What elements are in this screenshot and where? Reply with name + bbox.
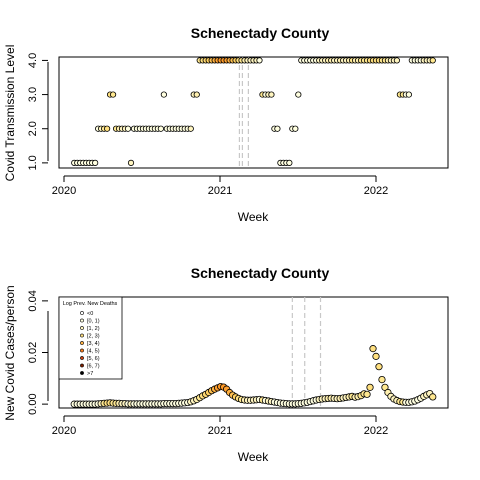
point-top: [268, 91, 275, 98]
point-top: [124, 125, 132, 132]
point-top: [109, 91, 117, 98]
legend-swatch: [80, 318, 84, 323]
point-bottom: [429, 393, 437, 401]
point-top: [187, 125, 194, 132]
point-top: [393, 57, 401, 64]
x-axis-top: 2020 2021 2022: [52, 175, 388, 197]
legend-title: Log Prev. New Deaths: [63, 301, 118, 307]
legend-label: [4, 5): [87, 349, 100, 355]
x-tick-label-top: 2020: [52, 185, 76, 197]
x-tick-label-top: 2021: [208, 185, 232, 197]
x-tick-label-top: 2022: [364, 185, 388, 197]
y-tick-label-bottom: 0.00: [27, 393, 39, 414]
reference-lines-top: [238, 57, 249, 168]
point-bottom: [372, 352, 380, 360]
point-top: [193, 91, 200, 98]
legend-swatch: [80, 356, 84, 360]
y-axis-label-bottom: New Covid Cases/person: [3, 285, 17, 420]
legend-swatch: [80, 333, 84, 338]
point-top: [274, 125, 281, 132]
point-top: [286, 159, 293, 166]
y-axis-bottom: 0.00 0.02 0.04: [27, 290, 49, 415]
point-top: [160, 91, 167, 98]
x-tick-label-bottom: 2021: [208, 425, 232, 437]
y-tick-label-bottom: 0.04: [27, 290, 39, 311]
point-top: [92, 159, 99, 166]
point-top: [405, 91, 412, 98]
y-tick-label-top: 2.0: [27, 121, 39, 136]
legend: Log Prev. New Deaths <0 [0, 1)[1, 2) [2, 3…: [58, 296, 123, 380]
legend-box: [58, 296, 123, 380]
reference-lines-bottom: [291, 297, 322, 408]
legend-label: [6, 7): [87, 364, 100, 370]
data-points-top: [71, 57, 436, 166]
legend-swatch: [80, 311, 84, 315]
transmission-chart: Schenectady County 1.0 2.0 3.0 4.0 2020 …: [3, 25, 449, 224]
y-axis-top: 1.0 2.0 3.0 4.0: [27, 53, 49, 171]
y-tick-label-top: 1.0: [27, 155, 39, 170]
legend-label: [5, 6): [87, 356, 100, 362]
legend-label: [2, 3): [87, 334, 100, 340]
legend-swatch: [80, 348, 84, 353]
point-top: [104, 125, 111, 132]
legend-swatch: [80, 363, 84, 368]
x-tick-label-bottom: 2020: [52, 425, 76, 437]
chart-title-top: Schenectady County: [191, 25, 330, 41]
y-axis-label-top: Covid Transmission Level: [3, 45, 17, 182]
cases-chart: Schenectady County Log Prev. New Deaths …: [3, 265, 449, 464]
chart-title-bottom: Schenectady County: [191, 265, 330, 281]
data-points-bottom: [70, 345, 437, 408]
x-tick-label-bottom: 2022: [364, 425, 388, 437]
legend-label: [0, 1): [87, 319, 100, 325]
point-top: [295, 91, 302, 98]
x-axis-label-top: Week: [238, 210, 269, 224]
legend-label: [1, 2): [87, 326, 100, 332]
plot-frame-top: [58, 56, 449, 169]
y-tick-label-top: 4.0: [27, 53, 39, 68]
point-top: [429, 57, 436, 64]
point-bottom: [375, 363, 383, 371]
legend-swatch: [80, 341, 84, 345]
legend-label: <0: [87, 311, 93, 317]
legend-swatch: [80, 371, 84, 375]
point-bottom: [369, 345, 377, 353]
legend-entries: <0 [0, 1)[1, 2) [2, 3)[3, 4) [4, 5)[5, 6) [6…: [80, 311, 100, 377]
point-top: [292, 125, 299, 132]
x-axis-bottom: 2020 2021 2022: [52, 415, 388, 437]
legend-swatch: [80, 326, 84, 330]
legend-label: [3, 4): [87, 341, 100, 347]
x-axis-label-bottom: Week: [238, 450, 269, 464]
point-bottom: [366, 383, 374, 391]
point-bottom: [363, 390, 371, 398]
y-tick-label-top: 3.0: [27, 87, 39, 102]
point-top: [157, 125, 164, 132]
point-bottom: [378, 376, 386, 384]
point-top: [256, 57, 263, 64]
point-top: [127, 159, 135, 166]
legend-label: >7: [87, 371, 93, 377]
y-tick-label-bottom: 0.02: [27, 342, 39, 363]
